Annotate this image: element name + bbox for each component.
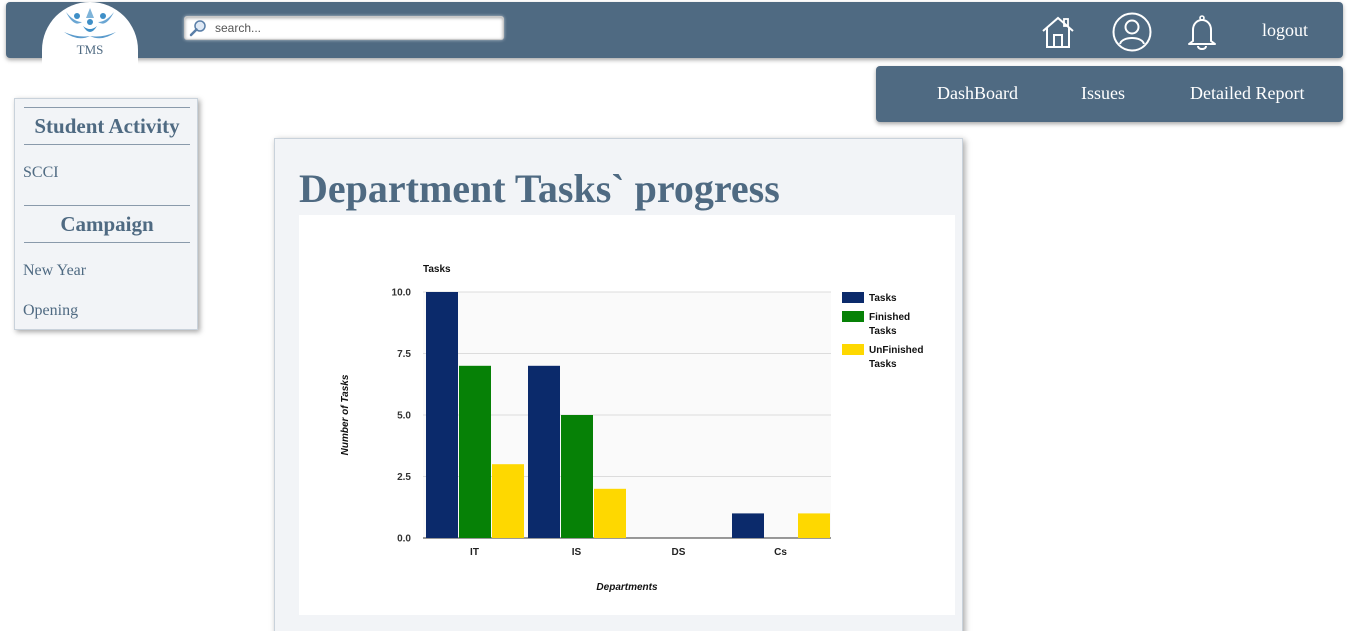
legend-label-0: Tasks [869, 293, 897, 304]
x-tick-label: Cs [774, 547, 787, 558]
sidebar-heading-campaign: Campaign [24, 205, 190, 243]
x-axis-label: Departments [596, 582, 658, 593]
logo-figures-icon [64, 8, 116, 39]
sidebar: Student Activity SCCI Campaign New Year … [14, 98, 198, 330]
bar-is-0 [528, 365, 560, 538]
sidebar-item-opening[interactable]: Opening [23, 302, 79, 319]
logo-text: TMS [76, 42, 104, 57]
page-title: Department Tasks` progress [299, 166, 780, 211]
bar-it-2 [492, 464, 524, 538]
main-card: Department Tasks` progress 0.0 2.5 5.0 7.5 1… [274, 138, 963, 631]
search-box[interactable] [184, 16, 504, 40]
legend-swatch-2 [842, 344, 864, 355]
chart-title: Tasks [423, 264, 451, 275]
nav-detailed-report[interactable]: Detailed Report [1190, 83, 1305, 103]
search-input[interactable] [215, 19, 495, 37]
bar-cs-2 [798, 513, 830, 538]
y-tick-label: 2.5 [397, 472, 411, 483]
user-icon[interactable] [1112, 12, 1152, 52]
nav-issues[interactable]: Issues [1081, 83, 1125, 103]
bar-chart: 0.0 2.5 5.0 7.5 10.0 IT IS DS Cs Tasks Departments… [340, 264, 926, 593]
y-tick-label: 0.0 [397, 534, 411, 545]
bar-it-1 [459, 365, 491, 538]
legend-swatch-1 [842, 311, 864, 322]
bar-is-1 [561, 415, 593, 538]
search-icon [189, 20, 206, 37]
legend-swatch-0 [842, 292, 864, 303]
y-tick-label: 5.0 [397, 411, 411, 422]
legend-label-1: Finished Tasks [869, 312, 913, 337]
y-tick-label: 10.0 [392, 288, 412, 299]
sidebar-item-new-year[interactable]: New Year [23, 262, 87, 279]
legend-label-2: UnFinished Tasks [869, 345, 926, 370]
x-tick-label: IS [572, 547, 582, 558]
secondary-nav: DashBoard Issues Detailed Report [876, 66, 1343, 122]
nav-dashboard[interactable]: DashBoard [937, 83, 1018, 103]
chart-container: 0.0 2.5 5.0 7.5 10.0 IT IS DS Cs Tasks Departments… [299, 215, 955, 615]
y-axis-label: Number of Tasks [340, 374, 351, 455]
logout-link[interactable]: logout [1262, 20, 1309, 40]
top-bar: logout [6, 2, 1343, 58]
home-icon[interactable] [1038, 12, 1078, 52]
sidebar-heading-student-activity: Student Activity [24, 107, 190, 145]
bar-is-2 [594, 488, 626, 538]
bar-it-0 [426, 292, 458, 538]
bar-cs-0 [732, 513, 764, 538]
x-tick-label: DS [672, 547, 686, 558]
bell-icon[interactable] [1182, 12, 1222, 52]
x-tick-label: IT [470, 547, 479, 558]
y-tick-label: 7.5 [397, 349, 411, 360]
sidebar-item-scci[interactable]: SCCI [23, 164, 59, 181]
